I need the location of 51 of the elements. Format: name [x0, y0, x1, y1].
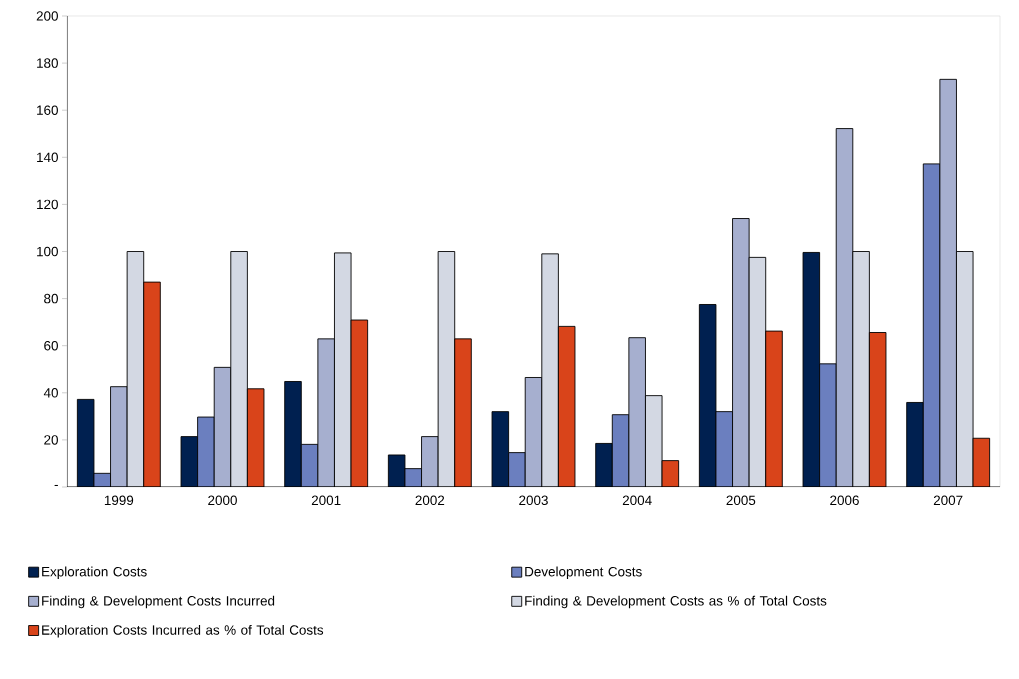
bar — [230, 251, 248, 487]
bar — [454, 338, 472, 487]
legend-label: Finding & Development Costs as % of Total Costs — [525, 595, 827, 609]
y-tick-label: 120 — [37, 199, 58, 210]
y-tick-label: 40 — [43, 388, 58, 398]
bar — [508, 452, 526, 487]
legend-label: Development Costs — [525, 566, 642, 580]
bar — [558, 326, 575, 487]
bar — [438, 251, 455, 487]
bar — [939, 78, 957, 487]
bar — [852, 251, 870, 487]
legend-label: Exploration Costs — [42, 566, 147, 580]
bar — [595, 443, 613, 487]
bar — [143, 282, 161, 487]
x-tick-label: 2002 — [415, 495, 445, 506]
bar — [869, 332, 886, 487]
bar — [803, 252, 820, 487]
bar — [749, 257, 766, 487]
bar — [628, 337, 646, 487]
bar — [906, 402, 924, 487]
x-tick-label: 2000 — [208, 495, 237, 506]
x-tick-label: 2004 — [622, 495, 652, 506]
bar — [922, 163, 941, 487]
bar — [956, 251, 974, 487]
y-tick-label: 180 — [37, 58, 58, 68]
x-tick-label: 2007 — [933, 495, 963, 506]
bar — [541, 253, 559, 487]
x-tick-label: 2005 — [726, 495, 756, 506]
x-tick-label: 2006 — [830, 495, 859, 506]
y-tick-label: 80 — [44, 293, 58, 304]
bar — [765, 331, 783, 487]
y-tick-label: - — [54, 484, 58, 486]
bar — [284, 381, 302, 487]
y-tick-label: 200 — [36, 11, 58, 21]
y-tick-label: 100 — [37, 246, 58, 257]
bar — [819, 363, 837, 487]
bar — [699, 304, 716, 487]
legend-label: Exploration Costs Incurred as % of Total Costs — [42, 624, 324, 638]
y-tick-label: 140 — [37, 152, 58, 163]
bar — [732, 218, 750, 487]
legend-label: Finding & Development Costs Incurred — [42, 595, 275, 609]
bar — [334, 252, 352, 487]
x-tick-label: 2001 — [311, 495, 341, 506]
bar — [836, 128, 853, 487]
y-tick-label: 160 — [37, 105, 58, 115]
bar — [127, 251, 144, 487]
x-tick-label: 1999 — [104, 495, 134, 506]
bar — [197, 417, 215, 487]
y-tick-label: 60 — [44, 340, 58, 351]
y-tick-label: 20 — [44, 435, 58, 445]
x-tick-label: 2003 — [519, 495, 548, 506]
